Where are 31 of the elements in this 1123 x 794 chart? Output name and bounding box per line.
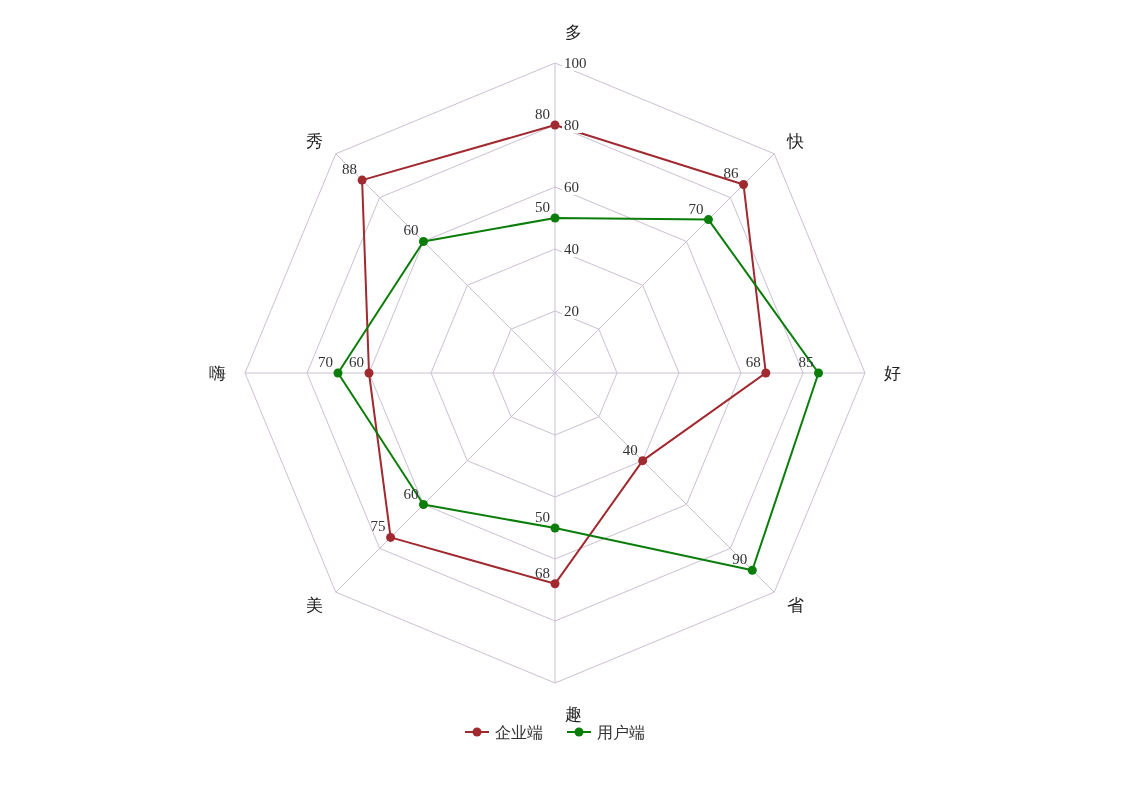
legend-label: 用户端 xyxy=(597,724,645,741)
y-tick-label: 20 xyxy=(564,303,579,319)
data-label: 86 xyxy=(723,165,740,182)
spoke-label: 嗨 xyxy=(209,364,227,383)
data-label: 50 xyxy=(535,199,550,215)
data-label: 88 xyxy=(342,161,358,178)
spoke-label: 多 xyxy=(564,23,582,42)
spoke-label: 快 xyxy=(786,131,805,151)
spoke-label: 秀 xyxy=(305,131,323,151)
data-label: 40 xyxy=(622,441,638,458)
data-label: 80 xyxy=(535,106,550,122)
data-label: 70 xyxy=(318,354,333,370)
y-tick-label: 80 xyxy=(564,117,579,133)
data-label: 85 xyxy=(798,354,814,370)
y-tick-label: 100 xyxy=(564,55,587,71)
data-label: 68 xyxy=(745,354,761,370)
data-label: 70 xyxy=(688,200,704,217)
data-label: 60 xyxy=(349,354,364,370)
spoke-label: 美 xyxy=(305,596,323,616)
y-tick-label: 60 xyxy=(564,179,579,195)
data-label: 60 xyxy=(403,222,419,239)
data-label: 90 xyxy=(732,551,748,568)
spoke-label: 省 xyxy=(787,596,805,616)
data-label: 60 xyxy=(403,485,419,502)
data-label: 50 xyxy=(535,509,550,525)
y-tick-label: 40 xyxy=(564,241,579,257)
spoke-label: 趣 xyxy=(564,705,582,724)
spoke-label: 好 xyxy=(883,364,901,383)
data-label: 68 xyxy=(535,564,550,581)
data-label: 75 xyxy=(370,518,386,535)
legend-label: 企业端 xyxy=(495,724,543,741)
